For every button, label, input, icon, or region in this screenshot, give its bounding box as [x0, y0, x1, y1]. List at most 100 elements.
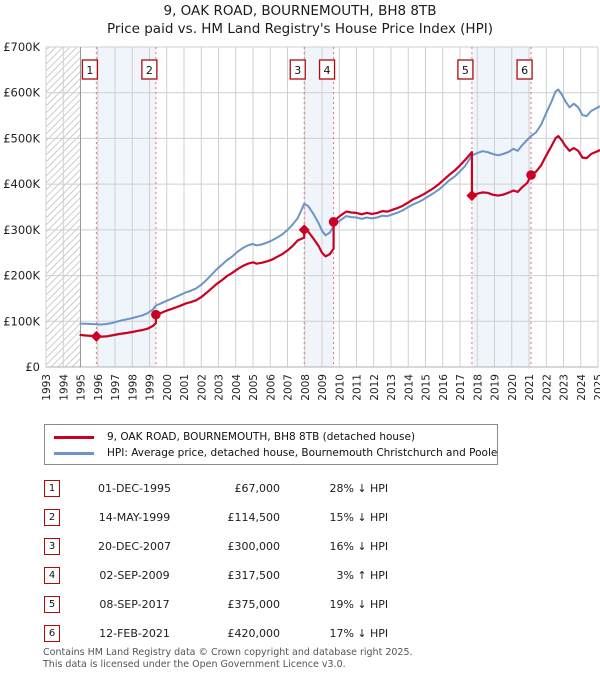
- x-tick-label: 2002: [196, 374, 208, 401]
- price-chart: 1 2 3 4 5 6 £0 £100K £200K £300K £400K £500K £600K £7…: [3, 40, 600, 401]
- hpi-diff-percent: 28%: [329, 482, 354, 495]
- legend-box: 9, OAK ROAD, BOURNEMOUTH, BH8 8TB (detac…: [44, 424, 498, 465]
- x-tick-label: 2006: [265, 374, 277, 401]
- sale-marker-circle: [526, 170, 536, 180]
- hpi-diff-percent: 17%: [329, 627, 354, 640]
- hpi-diff-arrow-icon: ↓: [357, 482, 367, 495]
- hpi-diff-arrow-icon: ↓: [357, 627, 367, 640]
- marker-number: 5: [462, 64, 469, 77]
- ownership-band: [471, 47, 532, 367]
- x-tick-label: 2020: [507, 374, 519, 401]
- x-tick-label: 1994: [58, 374, 70, 401]
- x-tick-label: 2010: [334, 374, 346, 401]
- x-tick-label: 1997: [110, 374, 122, 401]
- x-tick-label: 1996: [93, 374, 105, 401]
- page-title-line2: Price paid vs. HM Land Registry's House …: [107, 21, 493, 37]
- sale-date: 20-DEC-2007: [97, 540, 172, 553]
- footer-line2: This data is licensed under the Open Gov…: [43, 658, 346, 670]
- x-tick-label: 2007: [283, 374, 295, 401]
- marker-number-box: [81, 59, 99, 80]
- x-tick-label: 2009: [317, 374, 329, 401]
- x-tick-label: 2023: [559, 374, 571, 401]
- sale-price: £317,500: [227, 569, 281, 582]
- price-paid-line: [79, 134, 600, 338]
- x-tick-label: 1995: [76, 374, 88, 401]
- legend-label: 9, OAK ROAD, BOURNEMOUTH, BH8 8TB (detac…: [107, 431, 416, 443]
- y-tick-label: £100K: [3, 314, 40, 328]
- hpi-diff-label: HPI: [370, 540, 389, 553]
- marker-number-box: [457, 59, 474, 80]
- y-tick-label: £600K: [3, 86, 40, 100]
- page-title: 9, OAK ROAD, BOURNEMOUTH, BH8 8TB Price …: [0, 2, 600, 38]
- x-tick-label: 2025: [593, 374, 600, 401]
- sale-date: 12-FEB-2021: [99, 627, 170, 640]
- sale-marker-diamond: [90, 330, 102, 342]
- row-number-badge: 2: [44, 509, 60, 526]
- y-tick-label: £200K: [3, 269, 40, 283]
- hpi-diff-percent: 16%: [329, 540, 354, 553]
- x-tick-label: 2001: [179, 374, 191, 401]
- marker-number-box: [141, 59, 158, 80]
- hpi-diff-label: HPI: [370, 598, 389, 611]
- row-number-badge: 6: [44, 625, 60, 642]
- legend-item-price-paid: 9, OAK ROAD, BOURNEMOUTH, BH8 8TB (detac…: [45, 429, 497, 445]
- hpi-diff-arrow-icon: ↓: [357, 511, 367, 524]
- x-tick-label: 1999: [145, 374, 157, 401]
- hpi-diff-percent: 19%: [329, 598, 354, 611]
- hpi-diff-label: HPI: [370, 569, 389, 582]
- hpi-diff-arrow-icon: ↓: [357, 540, 367, 553]
- x-tick-label: 2003: [214, 374, 226, 401]
- x-tick-label: 1998: [127, 374, 139, 401]
- y-tick-label: £500K: [3, 131, 40, 145]
- table-row: 5 08-SEP-2017 £375,000 19% ↓ HPI: [44, 590, 564, 619]
- marker-number: 6: [521, 64, 528, 77]
- table-row: 4 02-SEP-2009 £317,500 3% ↑ HPI: [44, 561, 564, 590]
- table-row: 3 20-DEC-2007 £300,000 16% ↓ HPI: [44, 532, 564, 561]
- hpi-line: [79, 88, 600, 326]
- row-number-badge: 5: [44, 596, 60, 613]
- sale-price: £114,500: [227, 511, 281, 524]
- table-row: 2 14-MAY-1999 £114,500 15% ↓ HPI: [44, 503, 564, 532]
- marker-number-box: [516, 59, 533, 80]
- marker-number-box: [318, 59, 336, 80]
- marker-number: 4: [324, 64, 331, 77]
- page-title-line1: 9, OAK ROAD, BOURNEMOUTH, BH8 8TB: [163, 3, 437, 19]
- price-line-swatch: [54, 435, 94, 439]
- transaction-table: 1 01-DEC-1995 £67,000 28% ↓ HPI 2 14-MAY…: [44, 474, 564, 648]
- marker-number: 2: [146, 64, 153, 77]
- hpi-diff-arrow-icon: ↓: [357, 598, 367, 611]
- x-tick-label: 2015: [421, 374, 433, 401]
- marker-number: 1: [86, 64, 93, 77]
- row-number-badge: 4: [44, 567, 60, 584]
- license-footer: Contains HM Land Registry data © Crown c…: [43, 647, 413, 670]
- table-row: 6 12-FEB-2021 £420,000 17% ↓ HPI: [44, 619, 564, 648]
- x-tick-label: 2008: [300, 374, 312, 401]
- x-tick-label: 1993: [41, 374, 53, 401]
- sale-marker-diamond: [466, 190, 478, 202]
- hpi-diff-arrow-icon: ↑: [357, 569, 367, 582]
- x-tick-label: 2005: [248, 374, 260, 401]
- x-tick-label: 2014: [403, 374, 415, 401]
- x-tick-label: 2012: [369, 374, 381, 401]
- marker-number-box: [289, 59, 306, 80]
- sale-price: £300,000: [227, 540, 281, 553]
- sale-date: 01-DEC-1995: [97, 482, 172, 495]
- sale-marker-diamond: [298, 224, 310, 236]
- table-row: 1 01-DEC-1995 £67,000 28% ↓ HPI: [44, 474, 564, 503]
- x-tick-label: 2022: [541, 374, 553, 401]
- y-tick-label: £0: [25, 360, 40, 374]
- x-tick-label: 2018: [472, 374, 484, 401]
- row-number-badge: 3: [44, 538, 60, 555]
- x-tick-label: 2013: [386, 374, 398, 401]
- x-tick-label: 2011: [352, 374, 364, 401]
- hpi-line-swatch: [54, 451, 94, 455]
- legend-item-hpi: HPI: Average price, detached house, Bour…: [45, 445, 497, 461]
- hpi-diff-label: HPI: [370, 627, 389, 640]
- x-tick-label: 2004: [231, 374, 243, 401]
- x-tick-label: 2016: [438, 374, 450, 401]
- marker-number: 3: [294, 64, 301, 77]
- hpi-diff-label: HPI: [370, 482, 389, 495]
- legend-label: HPI: Average price, detached house, Bour…: [107, 447, 498, 459]
- sale-date: 14-MAY-1999: [98, 511, 171, 524]
- y-tick-label: £400K: [3, 177, 40, 191]
